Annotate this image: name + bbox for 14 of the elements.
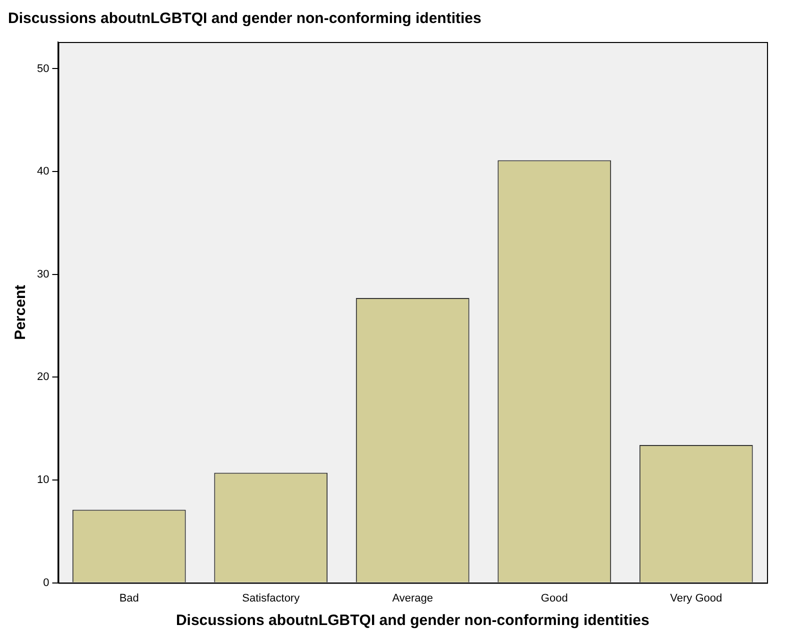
y-tick-label: 50 [36, 62, 50, 75]
x-tick-label: Average [392, 592, 434, 604]
y-tick-label: 20 [36, 371, 50, 384]
y-tick-label: 40 [36, 166, 50, 178]
x-tick-label: Very Good [670, 592, 722, 604]
x-tick-label: Satisfactory [242, 592, 300, 604]
y-tick-label: 0 [43, 576, 50, 589]
x-tick-label: Bad [119, 592, 139, 604]
y-axis-title: Percent [12, 284, 30, 340]
chart-title: Discussions aboutnLGBTQI and gender non-conforming identities [8, 10, 482, 28]
x-axis-title: Discussions aboutnLGBTQI and gender non-conforming identities [176, 612, 650, 630]
y-tick-label: 30 [36, 268, 50, 280]
x-tick-label: Good [540, 592, 568, 604]
y-tick-label: 10 [36, 474, 50, 486]
